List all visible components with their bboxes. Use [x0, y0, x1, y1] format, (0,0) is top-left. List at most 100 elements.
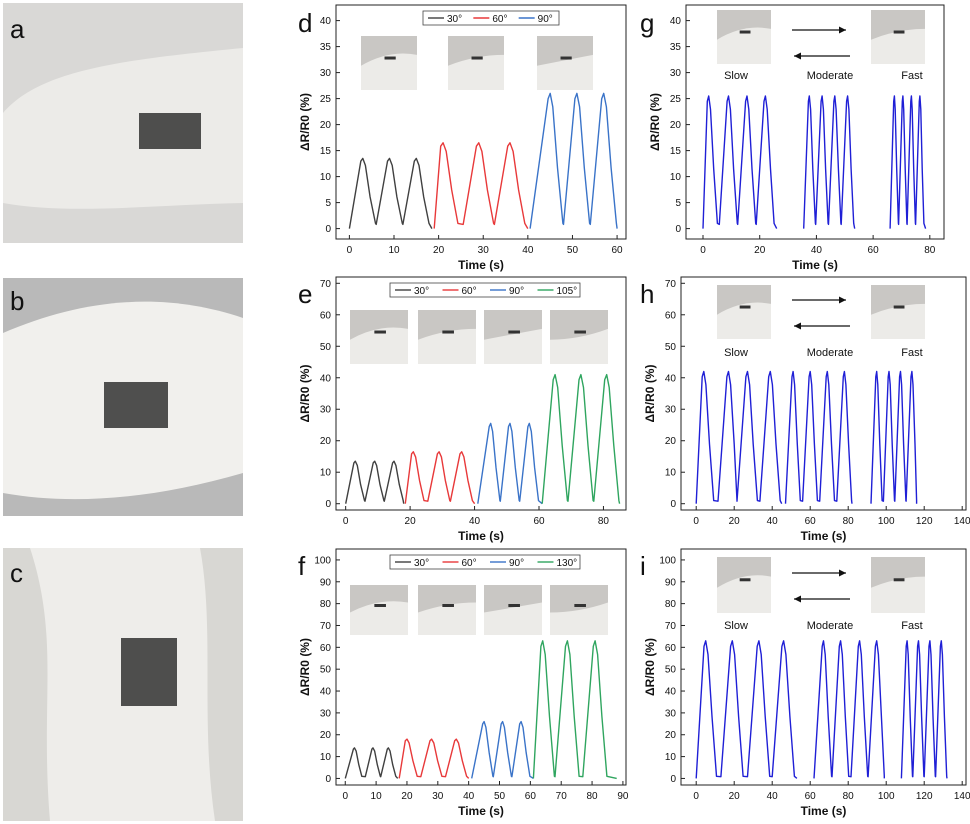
y-tick-label: 35	[670, 42, 682, 53]
x-tick-label: 140	[954, 791, 970, 802]
y-tick-label: 10	[320, 172, 332, 183]
y-tick-label: 0	[675, 224, 681, 235]
x-tick-label: 80	[843, 516, 855, 527]
y-axis-label: ΔR/R0 (%)	[643, 638, 657, 696]
x-axis-label: Time (s)	[801, 529, 847, 543]
x-tick-label: 60	[868, 245, 880, 256]
inset-sensor	[374, 330, 386, 334]
inset-limb	[484, 602, 542, 635]
inset-sensor	[574, 330, 586, 334]
plot-frame	[680, 548, 967, 786]
y-tick-label: 50	[320, 342, 332, 353]
series-line-e-1	[404, 451, 476, 505]
series-line-f-1	[398, 738, 470, 779]
inset-sensor	[893, 578, 905, 582]
series-line-f-0	[344, 747, 399, 779]
y-tick-label: 10	[320, 752, 332, 763]
plot-frame	[335, 276, 627, 511]
x-tick-label: 100	[878, 791, 895, 802]
y-tick-label: 80	[320, 599, 332, 610]
legend-entry: 60°	[462, 286, 477, 297]
x-tick-label: 120	[916, 791, 933, 802]
inset-limb	[537, 54, 593, 90]
y-tick-label: 60	[665, 643, 677, 654]
x-tick-label: 60	[533, 516, 545, 527]
y-tick-label: 35	[320, 42, 332, 53]
x-tick-label: 20	[405, 516, 417, 527]
chart-e: 0 20 40 60 80 0 10 20 30 40 50 60 70 Time (s) ΔR/R0 (%…	[298, 276, 627, 543]
x-tick-label: 0	[700, 245, 706, 256]
x-tick-label: 80	[843, 791, 855, 802]
sensor-patch	[104, 382, 168, 428]
x-tick-label: 60	[805, 516, 817, 527]
sensor-patch	[121, 638, 177, 706]
y-axis-label: ΔR/R0 (%)	[648, 93, 662, 151]
inset-photo	[550, 310, 608, 364]
inset-photo	[350, 585, 408, 635]
inset-limb	[871, 28, 925, 64]
series-line-d-1	[433, 142, 529, 229]
chart-h: 0 20 40 60 80 100 120 140 0 10 20 30 40 50 60 70 Time (s…	[643, 276, 970, 543]
y-tick-label: 10	[320, 468, 332, 479]
inset-photo	[350, 310, 408, 364]
y-tick-label: 0	[670, 774, 676, 785]
y-tick-label: 30	[665, 708, 677, 719]
inset-photo	[418, 585, 476, 635]
x-axis-label: Time (s)	[801, 804, 847, 818]
y-tick-label: 25	[670, 94, 682, 105]
legend-entry: 105°	[557, 286, 578, 297]
series-line-i-0	[695, 640, 798, 779]
inset-photo	[361, 36, 417, 90]
y-tick-label: 40	[665, 687, 677, 698]
x-tick-label: 20	[729, 791, 741, 802]
panel-letter-f: f	[298, 551, 306, 581]
panel-letter-d: d	[298, 8, 312, 38]
inset-sensor	[374, 604, 386, 607]
y-tick-label: 70	[665, 279, 677, 290]
inset-photo	[717, 557, 771, 613]
series-line-d-0	[348, 157, 433, 229]
sleeve-shape	[3, 48, 243, 209]
x-tick-label: 40	[811, 245, 823, 256]
x-tick-label: 10	[371, 791, 383, 802]
x-tick-label: 20	[433, 245, 445, 256]
inset-limb	[448, 54, 504, 90]
inset-sensor	[739, 30, 751, 34]
plot-frame	[335, 4, 627, 240]
panel-letter-c: c	[10, 558, 23, 588]
y-tick-label: 100	[659, 555, 676, 566]
series-line-g-2	[889, 95, 927, 229]
series-line-f-2	[471, 720, 534, 780]
panel-letter-h: h	[640, 279, 654, 309]
legend-entry: 30°	[447, 14, 462, 25]
photo-a-wrist	[3, 3, 243, 243]
inset-limb	[361, 53, 417, 90]
legend-entry: 30°	[414, 286, 429, 297]
x-axis-label: Time (s)	[458, 258, 504, 272]
legend-entry: 30°	[414, 558, 429, 569]
panel-letter-i: i	[640, 551, 646, 581]
legend-entry: 90°	[538, 14, 553, 25]
inset-photo	[484, 585, 542, 635]
inset-limb	[550, 602, 608, 635]
speed-label-fast: Fast	[901, 347, 922, 359]
y-axis-label: ΔR/R0 (%)	[298, 365, 312, 423]
x-tick-label: 30	[432, 791, 444, 802]
y-tick-label: 80	[665, 599, 677, 610]
inset-photo	[871, 557, 925, 613]
x-tick-label: 0	[693, 791, 699, 802]
x-tick-label: 80	[924, 245, 936, 256]
x-tick-label: 60	[612, 245, 624, 256]
x-axis-label: Time (s)	[458, 804, 504, 818]
y-tick-label: 50	[665, 342, 677, 353]
x-axis-label: Time (s)	[792, 258, 838, 272]
y-tick-label: 60	[320, 310, 332, 321]
y-tick-label: 40	[670, 16, 682, 27]
y-tick-label: 40	[665, 373, 677, 384]
y-tick-label: 20	[665, 730, 677, 741]
speed-label-moderate: Moderate	[807, 347, 853, 359]
inset-sensor	[508, 330, 520, 334]
series-line-h-0	[695, 370, 783, 505]
series-line-g-1	[803, 95, 856, 229]
